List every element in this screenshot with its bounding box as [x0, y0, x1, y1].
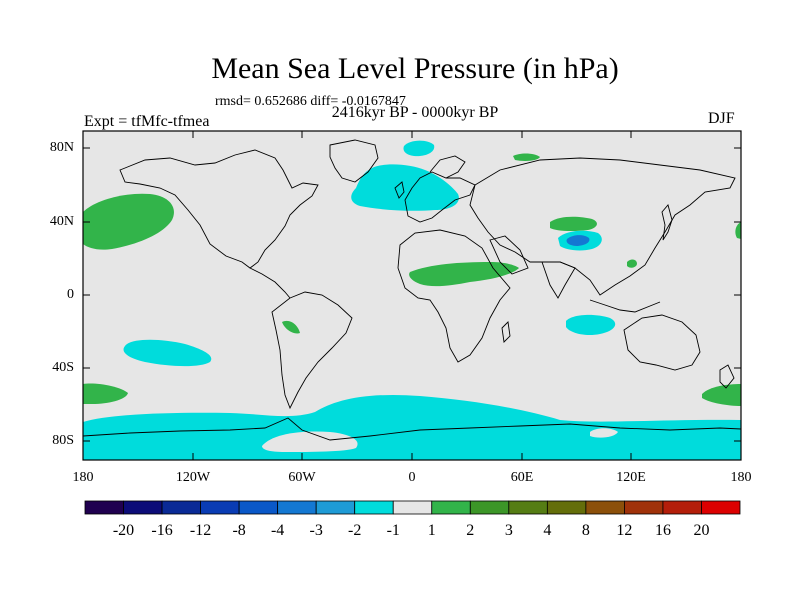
coast-scandinavia [429, 155, 466, 179]
coast-india [541, 261, 576, 299]
colorbar-label: -20 [112, 522, 135, 539]
coast-uk [394, 181, 405, 199]
anomaly-antarctic-neutral-hole-2 [590, 428, 618, 438]
coast-arabia [489, 235, 529, 275]
colorbar-box [546, 500, 587, 515]
colorbar-box [277, 500, 317, 515]
colorbar-box [508, 500, 548, 515]
anomaly-east-indian-ocean-negative [566, 314, 616, 336]
colorbar-box [200, 500, 240, 515]
anomaly-south-pacific-negative [123, 339, 212, 367]
colorbar-label: -1 [386, 522, 400, 539]
coast-north-america [119, 149, 319, 269]
coast-indonesia [589, 299, 661, 313]
colorbar [84, 500, 741, 515]
lat-label-eq: 0 [67, 287, 74, 302]
colorbar-label: -8 [232, 522, 246, 539]
anomaly-east-pacific-edge-positive [735, 222, 741, 239]
coastline-layer [83, 139, 741, 441]
colorbar-box [161, 500, 201, 515]
colorbar-label: 3 [504, 522, 513, 539]
period-subtitle: 2416kyr BP - 0000kyr BP [331, 104, 499, 121]
colorbar-label: -12 [189, 522, 212, 539]
colorbar-box [392, 500, 433, 515]
colorbar-box [431, 500, 471, 515]
anomaly-greenland-negative [403, 140, 435, 157]
lat-label-40s: 40S [52, 360, 74, 375]
experiment-label: Expt = tfMfc-tfmea [84, 113, 210, 130]
colorbar-label: -16 [151, 522, 173, 539]
lon-label-180e: 180 [730, 470, 752, 485]
colorbar-label: 8 [581, 522, 590, 539]
lat-label-80n: 80N [49, 140, 74, 155]
anomaly-tasman-positive [702, 384, 741, 406]
colorbar-box [624, 500, 664, 515]
map-canvas [83, 131, 741, 460]
coast-madagascar [501, 321, 511, 343]
coast-new-zealand [719, 364, 735, 389]
anomaly-barents-positive [513, 153, 540, 161]
lon-label-120e: 120E [616, 470, 646, 485]
lon-label-60e: 60E [510, 470, 534, 485]
anomaly-east-asia-positive [627, 259, 637, 268]
lat-label-80s: 80S [52, 433, 74, 448]
colorbar-box [315, 500, 356, 515]
colorbar-label: -4 [270, 522, 285, 539]
anomaly-layer [83, 140, 741, 460]
colorbar-box [84, 500, 124, 515]
axis-ticks [82, 131, 742, 460]
coast-japan [661, 204, 673, 241]
anomaly-southern-ocean-negative [83, 394, 741, 460]
colorbar-box [123, 500, 163, 515]
colorbar-label: 20 [693, 522, 710, 539]
lat-label-40n: 40N [49, 214, 74, 229]
anomaly-north-atlantic-negative [351, 164, 459, 211]
coast-asia [469, 157, 736, 296]
lon-label-180w: 180 [72, 470, 94, 485]
coast-europe [404, 171, 476, 223]
anomaly-central-asia-positive [550, 216, 597, 232]
lon-label-0: 0 [408, 470, 416, 485]
stats-subtitle: rmsd= 0.652686 diff= -0.0167847 [215, 94, 406, 109]
season-label: DJF [708, 110, 735, 127]
plot-title: Mean Sea Level Pressure (in hPa) [211, 52, 619, 85]
colorbar-label: 1 [427, 522, 436, 539]
anomaly-southeast-pacific-positive [83, 383, 128, 404]
colorbar-label: 4 [543, 522, 552, 539]
colorbar-label: 16 [654, 522, 671, 539]
anomaly-antarctic-neutral-hole [262, 431, 358, 452]
colorbar-label: -3 [309, 522, 323, 539]
lon-label-60w: 60W [288, 470, 316, 485]
colorbar-box [469, 500, 510, 515]
colorbar-box [701, 500, 741, 515]
lon-label-120w: 120W [175, 470, 211, 485]
anomaly-tibet-negative-core [566, 235, 590, 246]
colorbar-box [662, 500, 702, 515]
anomaly-bolivia-positive [282, 320, 300, 334]
coast-africa [397, 229, 511, 363]
coast-antarctica [83, 417, 741, 441]
anomaly-sahara-positive [409, 262, 519, 287]
coast-greenland [329, 139, 379, 183]
colorbar-box [354, 500, 394, 515]
colorbar-label: 2 [466, 522, 475, 539]
colorbar-box [238, 500, 279, 515]
colorbar-label: -2 [348, 522, 362, 539]
colorbar-box [585, 500, 625, 515]
anomaly-north-pacific-positive [83, 193, 174, 250]
coast-central-america [249, 267, 291, 299]
coast-australia [623, 314, 701, 371]
coast-south-america [271, 291, 353, 410]
colorbar-label: 12 [616, 522, 633, 539]
